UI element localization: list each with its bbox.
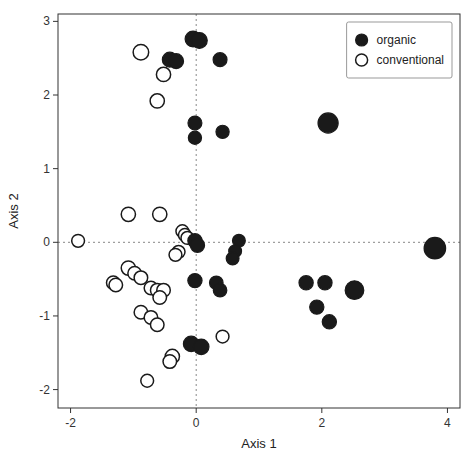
point xyxy=(191,33,207,49)
series-0 xyxy=(162,31,445,355)
point xyxy=(345,281,364,300)
x-tick-label: 0 xyxy=(193,416,200,430)
x-tick xyxy=(447,408,448,413)
point xyxy=(188,273,202,287)
point xyxy=(134,271,148,285)
point xyxy=(121,207,135,221)
chart: -2 0 2 4 -2 -1 0 1 2 3 Axis 1 Axis 2 organic conventi… xyxy=(0,0,474,462)
x-tick xyxy=(196,408,197,413)
point xyxy=(188,131,201,144)
series-1 xyxy=(72,45,229,388)
point xyxy=(190,238,204,252)
y-axis-label: Axis 2 xyxy=(6,193,21,228)
point xyxy=(322,315,336,329)
y-tick-label: 2 xyxy=(43,88,50,102)
background xyxy=(0,0,474,462)
point xyxy=(188,116,202,130)
y-tick xyxy=(53,21,58,22)
point xyxy=(310,300,324,314)
x-tick-label: 2 xyxy=(318,416,325,430)
y-tick xyxy=(53,315,58,316)
point xyxy=(213,283,227,297)
legend-label: organic xyxy=(377,33,416,47)
point xyxy=(318,113,338,133)
legend-marker xyxy=(356,34,368,46)
point xyxy=(318,276,332,290)
point xyxy=(156,67,170,81)
plot-background xyxy=(58,14,460,408)
point xyxy=(299,276,313,290)
point xyxy=(213,53,227,67)
point xyxy=(150,94,164,108)
y-tick-label: -1 xyxy=(39,309,50,323)
x-tick-label: -2 xyxy=(65,416,76,430)
y-tick-label: 3 xyxy=(43,14,50,28)
point xyxy=(216,125,229,138)
x-tick xyxy=(70,408,71,413)
point xyxy=(141,374,154,387)
x-tick xyxy=(321,408,322,413)
plot-area xyxy=(58,14,460,408)
x-axis-label: Axis 1 xyxy=(241,436,276,451)
point xyxy=(153,207,167,221)
axes: -2 0 2 4 -2 -1 0 1 2 3 xyxy=(39,14,451,430)
point xyxy=(169,248,182,261)
crosshair-horizontal xyxy=(58,242,460,243)
point xyxy=(72,234,85,247)
point xyxy=(109,278,123,292)
point xyxy=(163,355,177,369)
legend-marker xyxy=(356,54,368,66)
plot-frame xyxy=(58,14,460,408)
y-tick xyxy=(53,95,58,96)
x-tick-label: 4 xyxy=(444,416,451,430)
point xyxy=(150,318,164,332)
y-tick xyxy=(53,242,58,243)
point xyxy=(169,54,184,69)
legend-box xyxy=(347,22,452,78)
y-tick-label: 0 xyxy=(43,235,50,249)
point xyxy=(133,45,149,61)
point xyxy=(424,237,446,259)
y-tick-label: 1 xyxy=(43,162,50,176)
y-tick xyxy=(53,389,58,390)
y-tick xyxy=(53,168,58,169)
y-tick-label: -2 xyxy=(39,383,50,397)
point xyxy=(226,252,239,265)
point xyxy=(193,339,209,355)
legend-label: conventional xyxy=(377,53,444,67)
point xyxy=(153,291,167,305)
legend: organic conventional xyxy=(347,22,452,78)
point xyxy=(216,330,229,343)
